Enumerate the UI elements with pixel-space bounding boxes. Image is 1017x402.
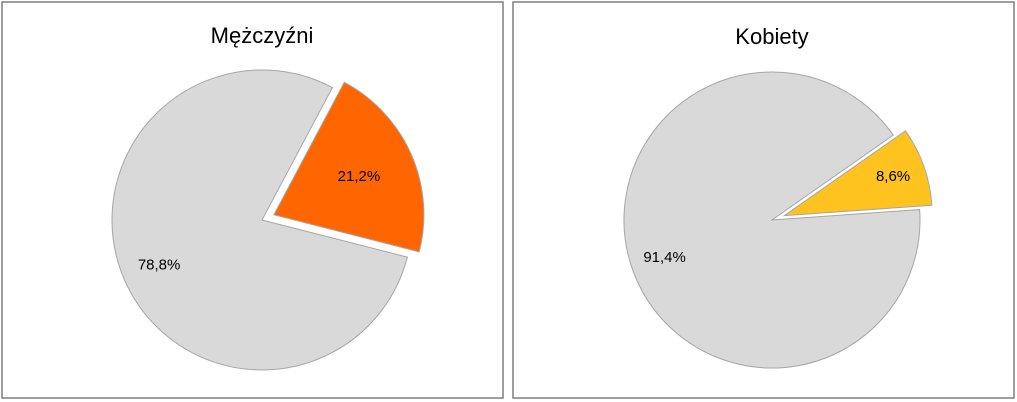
pie-slice [273, 81, 425, 253]
chart-title: Mężczyźni [211, 23, 314, 48]
data-label: 78,8% [138, 256, 181, 273]
pie-slice [623, 71, 921, 369]
chart-title: Kobiety [735, 24, 808, 49]
data-label: 21,2% [338, 168, 381, 185]
pie-slice [111, 69, 408, 371]
data-label: 91,4% [643, 249, 686, 266]
data-label: 8,6% [876, 168, 910, 185]
pie-slice [782, 130, 933, 217]
